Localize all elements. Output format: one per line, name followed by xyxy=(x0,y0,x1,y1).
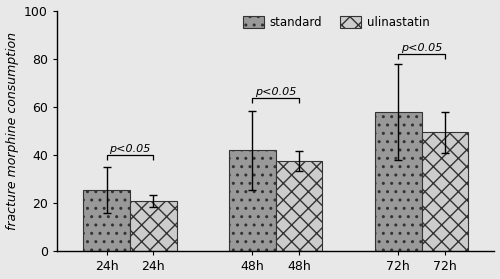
Bar xyxy=(276,161,322,251)
Legend: standard, ulinastatin: standard, ulinastatin xyxy=(238,12,434,34)
Text: p<0.05: p<0.05 xyxy=(109,144,150,154)
Bar xyxy=(229,150,276,251)
Bar xyxy=(375,112,422,251)
Bar xyxy=(422,132,468,251)
Text: p<0.05: p<0.05 xyxy=(255,87,296,97)
Bar xyxy=(84,190,130,251)
Y-axis label: fracture morphine consumption: fracture morphine consumption xyxy=(6,32,18,230)
Text: p<0.05: p<0.05 xyxy=(401,43,442,53)
Bar xyxy=(130,201,176,251)
